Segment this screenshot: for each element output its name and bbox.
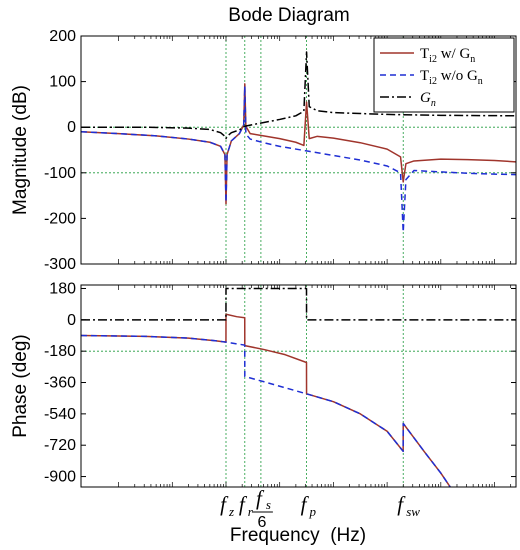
freq-label-main: f (256, 486, 265, 510)
y-tick-label: -900 (44, 469, 76, 486)
y-tick-label: -360 (44, 375, 76, 392)
legend-label-2: Gn (420, 90, 436, 109)
phase-series-2 (81, 287, 516, 321)
y-tick-label: 200 (49, 28, 76, 45)
magnitude-grid (81, 36, 516, 264)
legend-label-1: Ti2 w/o Gn (420, 68, 483, 87)
y-tick-label: 180 (49, 280, 76, 297)
freq-label-den: 6 (257, 514, 266, 531)
magnitude-frame (80, 35, 517, 265)
phase-y-ticks: 180 0 -180 -360 -540 -720 -900 (44, 280, 516, 487)
freq-label-sub: s (266, 497, 271, 512)
magnitude-series (81, 51, 516, 233)
y-tick-label: -200 (44, 210, 76, 227)
legend-box (373, 37, 515, 113)
magnitude-y-ticks: 200 100 0 -100 -200 -300 (44, 28, 516, 273)
chart-title: Bode Diagram (228, 5, 349, 26)
freq-label-sub: sw (406, 504, 420, 519)
y-tick-label: 0 (67, 119, 76, 136)
legend-text-part: n (431, 98, 436, 109)
legend-text-part: n (470, 54, 475, 65)
freq-label-main: f (301, 492, 310, 516)
legend-text-part: G (420, 90, 431, 106)
y-tick-label: -720 (44, 437, 76, 454)
freq-label-fs6: f s6 (251, 486, 273, 531)
freq-label-sub: r (248, 504, 254, 519)
phase-series-1 (81, 334, 452, 487)
y-tick-label: 100 (49, 74, 76, 91)
magnitude-y-label: Magnitude (dB) (10, 85, 31, 215)
magnitude-series-2 (81, 51, 516, 140)
phase-plot-area (81, 285, 516, 487)
freq-label-fsw: f sw (397, 492, 420, 519)
phase-panel: 180 0 -180 -360 -540 -720 -900 Phase (deg) (10, 280, 517, 488)
freq-label-sub: z (228, 504, 234, 519)
y-tick-label: 0 (67, 312, 76, 329)
legend-text-part: i2 (429, 54, 437, 65)
freq-label-main: f (220, 492, 229, 516)
legend-text-part: w/o G (437, 68, 478, 84)
frequency-markers: f z f rf s6f p f sw (220, 486, 420, 531)
legend-text-part: T (420, 68, 429, 84)
phase-y-label: Phase (deg) (10, 334, 31, 438)
freq-label-main: f (397, 492, 406, 516)
x-axis-label: Frequency (Hz) (230, 525, 366, 546)
y-tick-label: -180 (44, 343, 76, 360)
y-tick-label: -100 (44, 165, 76, 182)
y-tick-label: -540 (44, 406, 76, 423)
legend-text-part: T (420, 46, 429, 62)
legend-text-part: i2 (429, 76, 437, 87)
magnitude-series-1 (81, 85, 516, 233)
legend-text-part: w/ G (437, 46, 471, 62)
phase-series (81, 287, 516, 487)
freq-label-sub: p (309, 504, 317, 519)
legend-text-part: n (478, 76, 483, 87)
freq-label-main: f (239, 492, 248, 516)
legend-label-0: Ti2 w/ Gn (420, 46, 475, 65)
phase-frame (80, 284, 517, 488)
y-tick-label: -300 (44, 256, 76, 273)
